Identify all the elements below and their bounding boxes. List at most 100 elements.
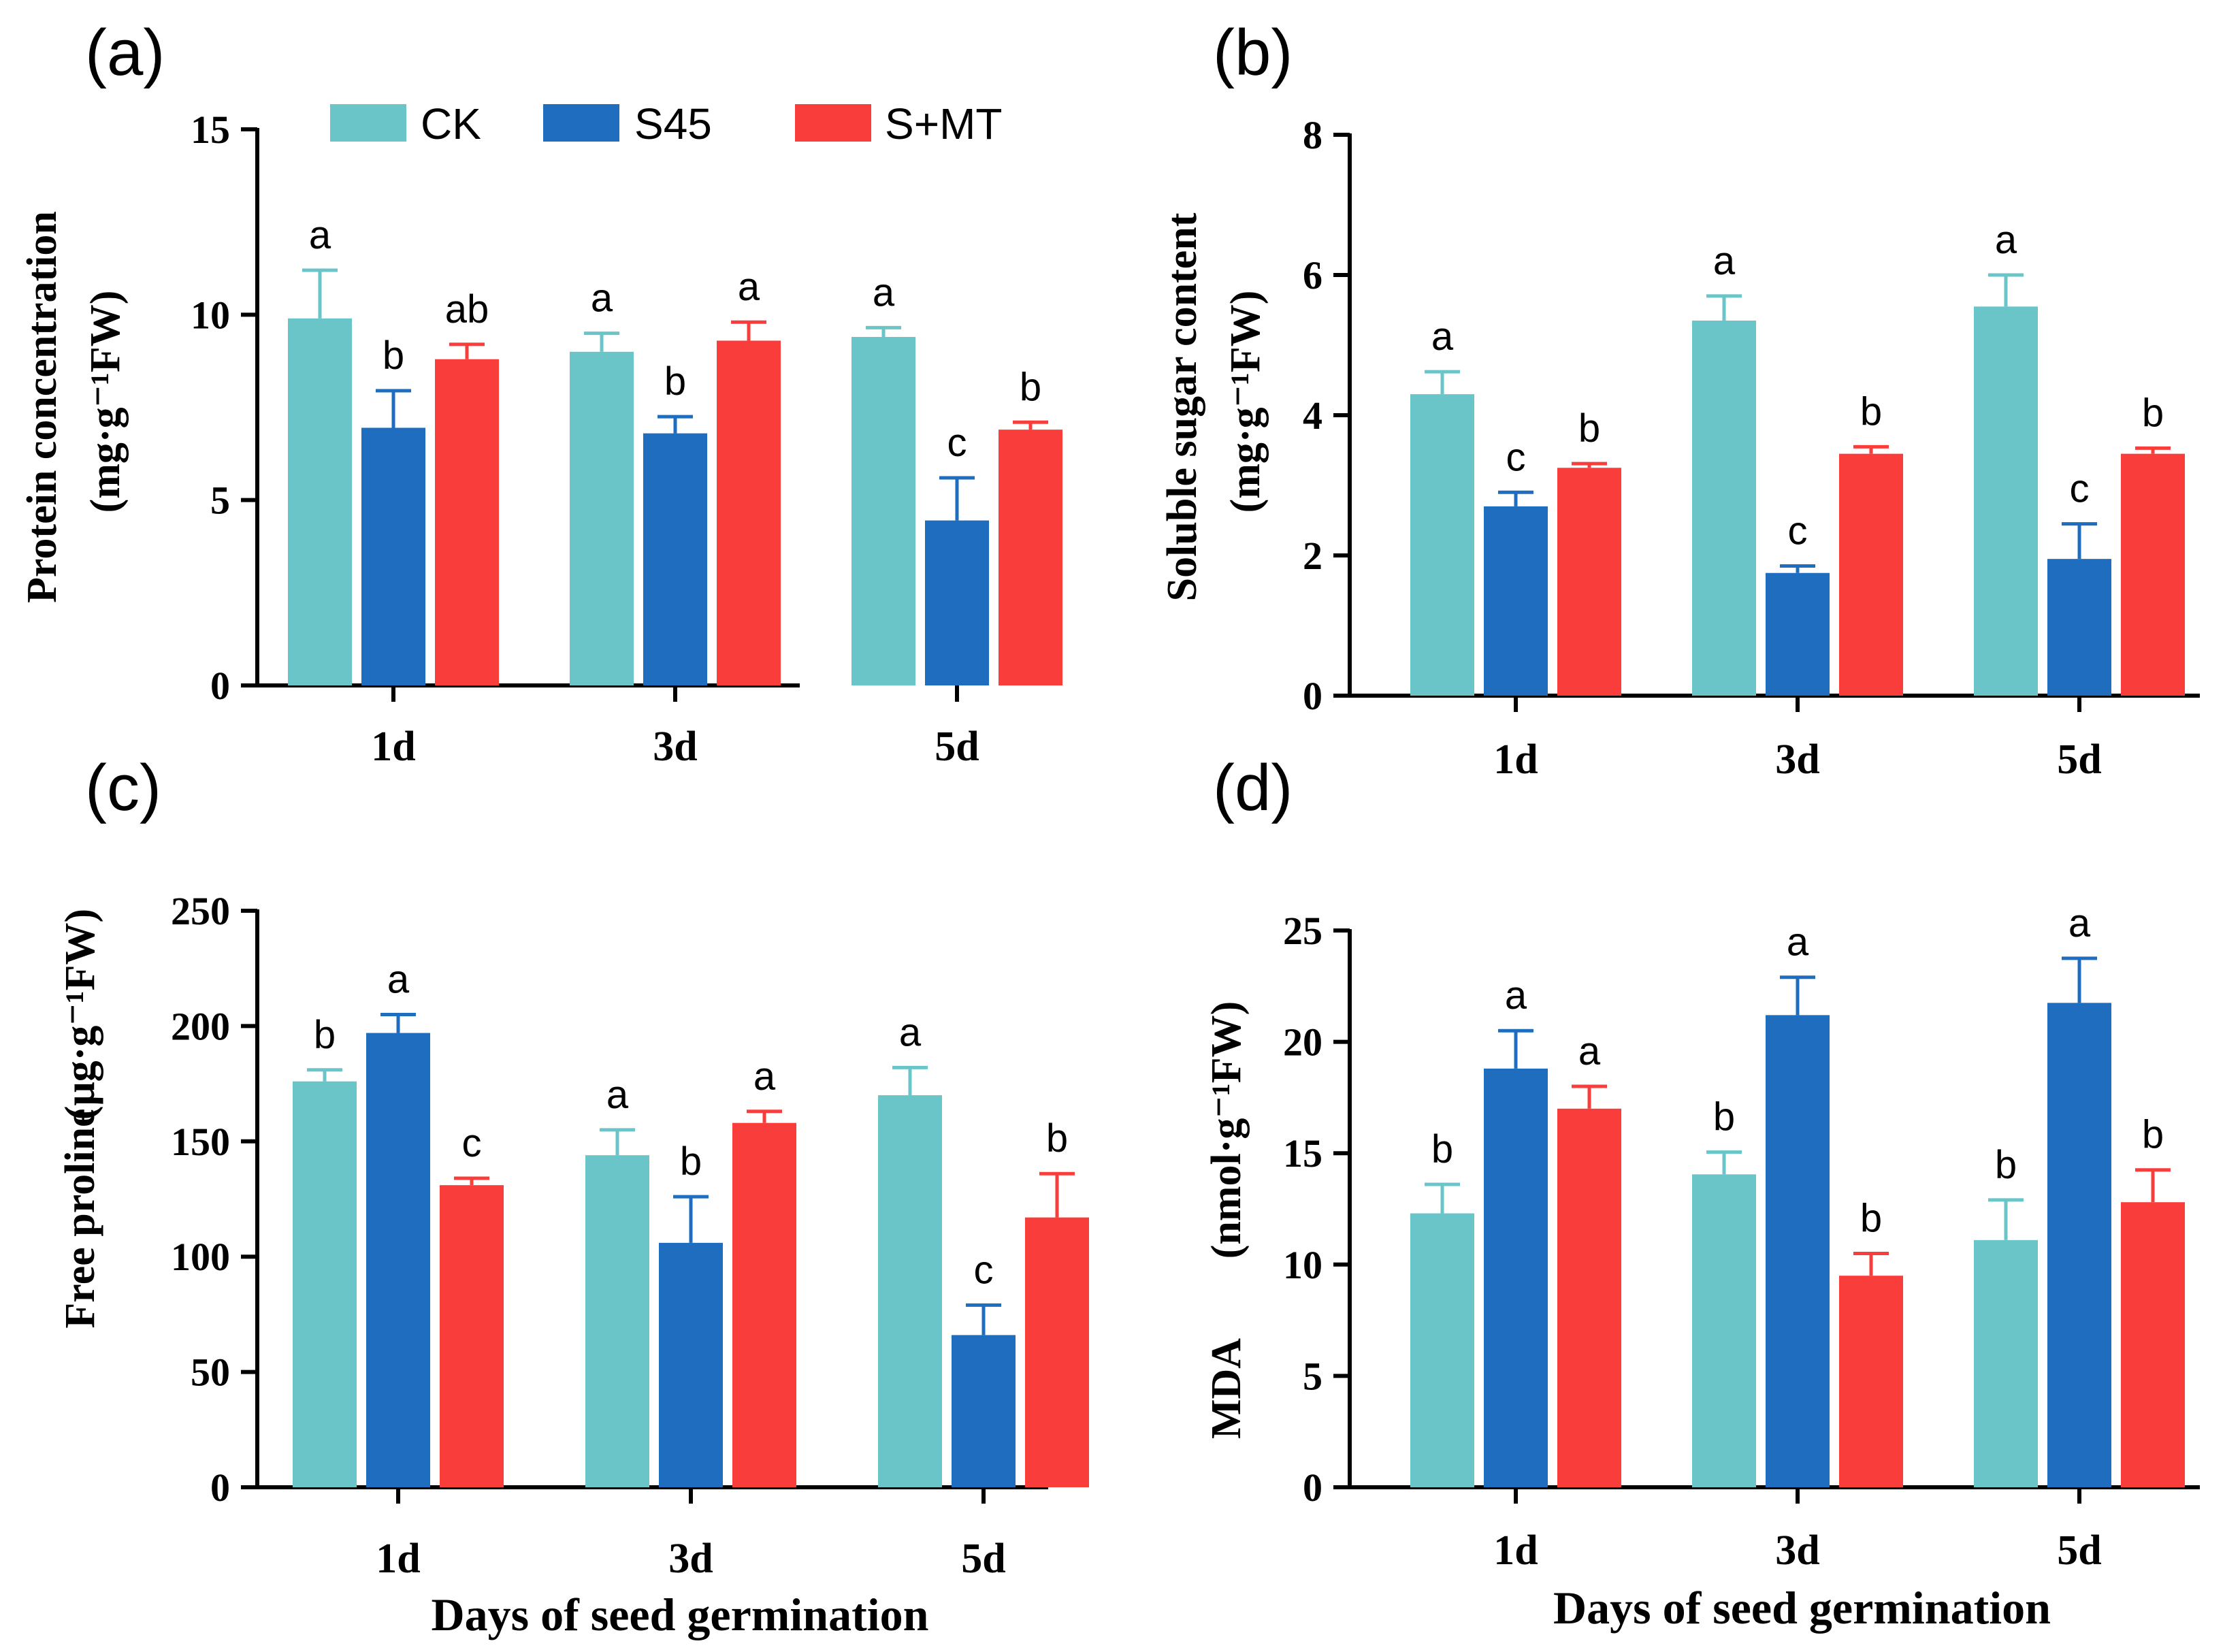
significance-letter: a <box>1995 218 2017 262</box>
bar-s45-3d <box>643 433 707 685</box>
significance-letter: c <box>974 1248 994 1292</box>
significance-letter: c <box>462 1121 482 1165</box>
x-tick-label: 1d <box>376 1536 420 1582</box>
y-axis-unit: (mg·g⁻¹FW) <box>1222 291 1269 513</box>
significance-letter: b <box>680 1139 702 1184</box>
bar-ck-5d <box>1974 1240 2038 1487</box>
bar-ck-1d <box>1410 394 1474 696</box>
significance-letter: c <box>1506 435 1526 479</box>
significance-letter: b <box>383 334 404 378</box>
y-tick-label: 50 <box>191 1350 230 1395</box>
significance-letter: b <box>1431 1127 1453 1171</box>
bar-s45-1d <box>366 1033 430 1487</box>
significance-letter: a <box>1505 973 1527 1018</box>
y-tick-label: 25 <box>1283 909 1322 953</box>
y-tick-label: 100 <box>171 1235 230 1279</box>
panel-label: (b) <box>1213 16 1293 89</box>
x-tick-label: 1d <box>1493 736 1538 783</box>
y-axis-label: Soluble sugar content <box>1159 212 1205 601</box>
y-tick-label: 8 <box>1303 113 1322 157</box>
y-tick-label: 10 <box>1283 1243 1322 1287</box>
bar-ck-3d <box>570 351 634 685</box>
y-axis-unit: (mg·g⁻¹FW) <box>82 291 129 513</box>
significance-letter: b <box>2142 391 2164 435</box>
bar-s45-5d <box>2047 559 2111 696</box>
panel-c: (c) 0 50 100 150 200 250 Free proline(μg·g⁻¹FW)… <box>57 751 1089 1640</box>
significance-letter: a <box>1787 920 1809 965</box>
bar-ck-5d <box>878 1095 942 1487</box>
significance-letter: a <box>873 270 895 314</box>
significance-letter: b <box>1713 1095 1735 1139</box>
x-tick-label: 1d <box>371 724 415 770</box>
y-tick-label: 5 <box>210 479 230 523</box>
y-axis-unit: (μg·g⁻¹FW) <box>57 909 103 1120</box>
bar-s-mt-5d <box>2121 1202 2185 1487</box>
significance-letter: a <box>753 1054 776 1099</box>
panel-d: (d) 0 5 10 15 20 25 MDA (nmol·g⁻¹FW) 1d b a a 3d b a b 5d… <box>1203 751 2200 1634</box>
bar-s-mt-1d <box>1557 1108 1621 1487</box>
significance-letter: c <box>2070 467 2090 511</box>
significance-letter: c <box>1788 508 1808 553</box>
bar-s45-5d <box>2047 1003 2111 1487</box>
significance-letter: ab <box>445 287 489 331</box>
bar-s-mt-5d <box>999 430 1062 685</box>
y-tick-label: 20 <box>1283 1020 1322 1065</box>
significance-letter: a <box>1713 239 1736 283</box>
x-axis-label: Days of seed germination <box>432 1589 929 1640</box>
x-tick-label: 5d <box>961 1536 1005 1582</box>
legend-swatch-smt <box>795 104 871 142</box>
bar-s45-5d <box>925 520 989 685</box>
bar-s-mt-1d <box>1557 468 1621 696</box>
bar-ck-3d <box>1692 1174 1756 1487</box>
legend-label-s45: S45 <box>634 99 712 148</box>
panel-label: (d) <box>1213 751 1293 824</box>
bar-ck-1d <box>1410 1213 1474 1487</box>
bar-s-mt-3d <box>717 340 781 685</box>
significance-letter: a <box>1431 314 1454 359</box>
x-tick-label: 1d <box>1493 1527 1538 1574</box>
y-tick-label: 0 <box>210 1465 230 1510</box>
bar-ck-1d <box>288 318 352 685</box>
bar-s-mt-5d <box>1025 1217 1089 1487</box>
significance-letter: a <box>591 276 613 321</box>
significance-letter: a <box>606 1073 629 1117</box>
x-axis-label: Days of seed germination <box>1553 1582 2051 1634</box>
y-axis-label: MDA <box>1203 1338 1250 1439</box>
significance-letter: a <box>2068 901 2091 945</box>
legend-swatch-ck <box>330 104 406 142</box>
y-tick-label: 15 <box>1283 1131 1322 1176</box>
bar-s45-1d <box>361 427 425 685</box>
significance-letter: b <box>1020 365 1041 409</box>
significance-letter: c <box>947 421 967 465</box>
y-axis-unit: (nmol·g⁻¹FW) <box>1203 1001 1250 1259</box>
bar-ck-3d <box>1692 320 1756 696</box>
legend-label-ck: CK <box>421 99 481 148</box>
panel-b: (b) 0 2 4 6 8 Soluble sugar content (mg·g⁻¹FW) 1… <box>1159 16 2200 783</box>
bar-ck-5d <box>1974 306 2038 696</box>
y-tick-label: 4 <box>1303 393 1322 438</box>
significance-letter: a <box>899 1010 922 1054</box>
bar-s45-3d <box>1766 1015 1830 1487</box>
y-axis-label: Free proline <box>57 1108 103 1328</box>
significance-letter: b <box>1860 1196 1882 1240</box>
y-tick-label: 5 <box>1303 1354 1322 1398</box>
y-tick-label: 10 <box>191 293 230 337</box>
x-tick-label: 5d <box>935 724 979 770</box>
bar-s45-3d <box>1766 572 1830 696</box>
x-tick-label: 3d <box>668 1536 713 1582</box>
y-tick-label: 15 <box>191 108 230 152</box>
significance-letter: b <box>1578 406 1600 451</box>
y-tick-label: 250 <box>171 889 230 933</box>
x-tick-label: 3d <box>1775 1527 1819 1574</box>
significance-letter: b <box>664 359 686 404</box>
y-tick-label: 0 <box>1303 1465 1322 1510</box>
significance-letter: b <box>1860 389 1882 434</box>
panel-a: (a) 0 5 10 15 Protein concentration (mg·g⁻¹FW)… <box>19 16 1062 770</box>
significance-letter: b <box>2142 1113 2164 1157</box>
bar-s45-5d <box>952 1335 1016 1487</box>
y-tick-label: 2 <box>1303 534 1322 578</box>
x-tick-label: 3d <box>1775 736 1819 783</box>
significance-letter: a <box>738 265 760 309</box>
significance-letter: a <box>1578 1029 1601 1073</box>
significance-letter: b <box>314 1013 336 1057</box>
